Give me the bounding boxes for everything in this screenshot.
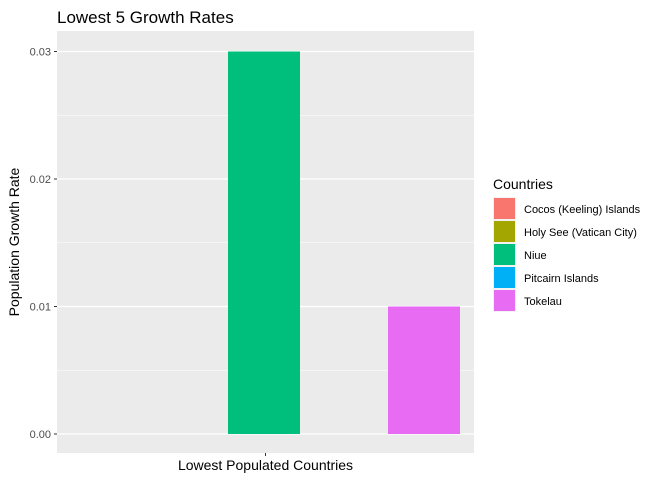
y-tick-label: 0.02 (30, 174, 51, 186)
y-tick-label: 0.00 (30, 429, 51, 441)
y-axis-title: Population Growth Rate (6, 167, 22, 316)
chart-title: Lowest 5 Growth Rates (57, 8, 234, 27)
legend-label-tokelau: Tokelau (524, 296, 562, 308)
legend-swatch-cocos-keeling-islands (494, 198, 515, 219)
legend-swatch-pitcairn-islands (494, 267, 515, 288)
y-axis: 0.00 0.01 0.02 0.03 (30, 47, 266, 456)
x-axis-title: Lowest Populated Countries (178, 457, 353, 473)
legend-title: Countries (493, 176, 553, 192)
y-tick-label: 0.01 (30, 302, 51, 314)
legend-swatch-niue (494, 244, 515, 265)
legend: Cocos (Keeling) Islands Holy See (Vatican… (493, 197, 641, 312)
bars (228, 51, 460, 434)
legend-label-cocos-keeling-islands: Cocos (Keeling) Islands (524, 204, 641, 216)
legend-label-pitcairn-islands: Pitcairn Islands (524, 273, 599, 285)
legend-swatch-holy-see-vatican-city (494, 221, 515, 242)
legend-label-holy-see-vatican-city: Holy See (Vatican City) (524, 227, 637, 239)
bar-niue (228, 51, 300, 434)
legend-label-niue: Niue (524, 250, 547, 262)
y-tick-label: 0.03 (30, 47, 51, 59)
legend-swatch-tokelau (494, 290, 515, 311)
bar-tokelau (388, 306, 460, 434)
